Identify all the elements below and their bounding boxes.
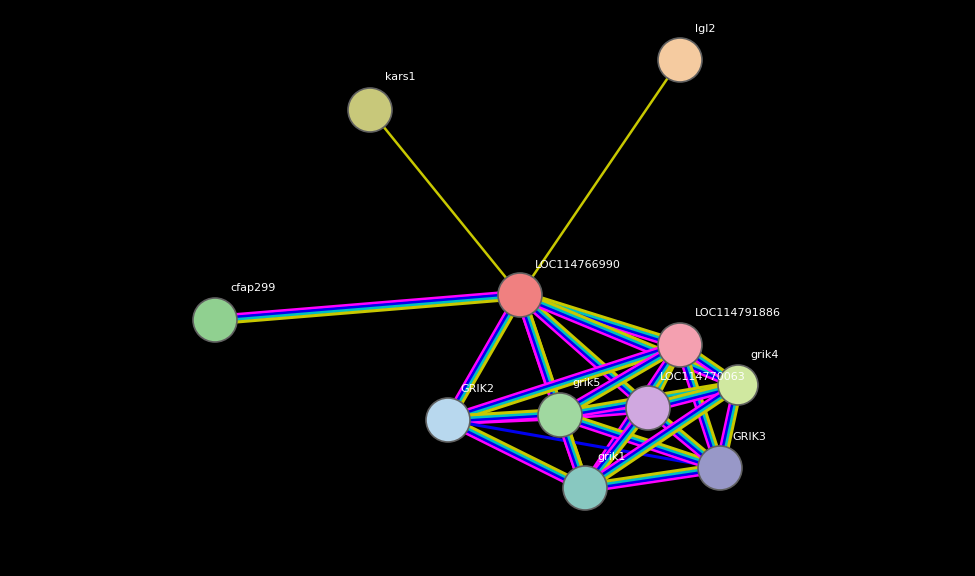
Circle shape [626,386,670,430]
Circle shape [658,323,702,367]
Text: LOC114791886: LOC114791886 [695,308,781,318]
Text: lgl2: lgl2 [695,24,716,34]
Text: grik4: grik4 [750,350,778,360]
Circle shape [193,298,237,342]
Text: LOC114770063: LOC114770063 [660,372,746,382]
Circle shape [348,88,392,132]
Circle shape [538,393,582,437]
Text: GRIK3: GRIK3 [732,432,766,442]
Circle shape [563,466,607,510]
Text: LOC114766990: LOC114766990 [535,260,621,270]
Circle shape [658,38,702,82]
Text: cfap299: cfap299 [230,283,275,293]
Text: kars1: kars1 [385,72,415,82]
Circle shape [426,398,470,442]
Circle shape [698,446,742,490]
Text: GRIK2: GRIK2 [460,384,494,394]
Text: grik1: grik1 [597,452,625,462]
Circle shape [718,365,758,405]
Text: grik5: grik5 [572,378,601,388]
Circle shape [498,273,542,317]
